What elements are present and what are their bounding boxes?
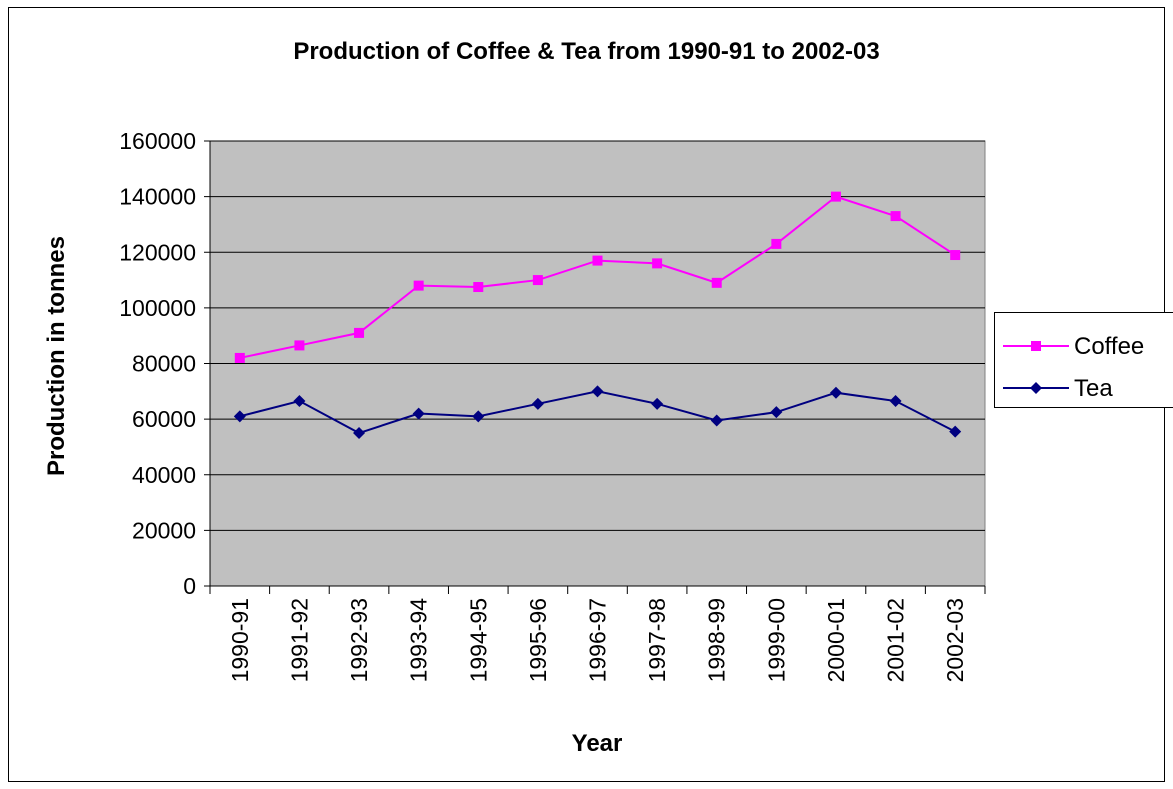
gridlines	[210, 140, 985, 531]
data-point-tea	[293, 395, 306, 408]
legend-label-coffee: Coffee	[1074, 333, 1145, 360]
y-tick-label: 60000	[132, 406, 196, 432]
data-point-tea	[889, 395, 902, 408]
x-tick-label: 1995-96	[525, 598, 551, 682]
x-tick-label: 1999-00	[763, 598, 789, 682]
x-tick-label: 1998-99	[704, 598, 730, 682]
data-point-coffee	[652, 258, 663, 269]
x-tick-label: 1996-97	[585, 598, 611, 682]
x-tick-label: 1990-91	[227, 598, 253, 682]
y-tick-label: 0	[183, 573, 196, 599]
x-tick-label: 1997-98	[644, 598, 670, 682]
axes	[204, 140, 986, 594]
x-tick-label: 2001-02	[883, 598, 909, 682]
data-point-tea	[531, 397, 544, 410]
data-point-coffee	[354, 327, 365, 338]
x-tick-label: 2002-03	[942, 598, 968, 682]
data-point-tea	[770, 406, 783, 419]
legend: Coffee Tea	[994, 312, 1173, 408]
legend-label-tea: Tea	[1074, 375, 1113, 402]
data-point-tea	[412, 407, 425, 420]
data-point-coffee	[711, 277, 722, 288]
data-point-tea	[233, 410, 246, 423]
x-tick-label: 1992-93	[346, 598, 372, 682]
data-point-coffee	[771, 238, 782, 249]
y-tick-labels: 0 20000 40000 60000 80000 100000 120000 140000 1…	[119, 128, 196, 599]
y-tick-label: 40000	[132, 462, 196, 488]
data-point-coffee	[950, 250, 961, 261]
legend-item-coffee: Coffee	[995, 331, 1173, 361]
legend-item-tea: Tea	[995, 373, 1173, 403]
y-tick-label: 100000	[119, 295, 196, 321]
data-point-coffee	[890, 211, 901, 222]
x-tick-label: 1991-92	[286, 598, 312, 682]
data-point-coffee	[294, 340, 305, 351]
data-point-tea	[353, 427, 366, 440]
x-axis-title: Year	[571, 730, 623, 757]
data-point-tea	[710, 414, 723, 427]
x-tick-label: 1993-94	[406, 598, 432, 683]
data-point-coffee	[830, 191, 841, 202]
data-point-coffee	[473, 282, 484, 293]
y-tick-label: 140000	[119, 184, 196, 210]
y-tick-label: 20000	[132, 517, 196, 543]
y-tick-label: 80000	[132, 351, 196, 377]
data-point-tea	[949, 425, 962, 438]
data-point-coffee	[592, 255, 603, 266]
data-point-coffee	[413, 280, 424, 291]
data-point-tea	[651, 397, 664, 410]
x-tick-label: 1994-95	[465, 598, 491, 682]
x-tick-labels: 1990-91 1991-92 1992-93 1993-94 1994-95 1995-…	[227, 598, 968, 683]
data-point-coffee	[532, 275, 543, 286]
chart-title: Production of Coffee & Tea from 1990-91 …	[293, 38, 880, 65]
square-marker-icon	[1003, 341, 1069, 351]
series	[233, 191, 962, 440]
y-tick-label: 120000	[119, 239, 196, 265]
data-point-coffee	[234, 352, 245, 363]
data-point-tea	[591, 385, 604, 398]
data-point-tea	[472, 410, 485, 423]
y-tick-label: 160000	[119, 128, 196, 154]
y-axis-title: Production in tonnes	[43, 236, 70, 476]
data-point-tea	[829, 386, 842, 399]
x-tick-label: 2000-01	[823, 598, 849, 682]
diamond-marker-icon	[1003, 382, 1069, 394]
